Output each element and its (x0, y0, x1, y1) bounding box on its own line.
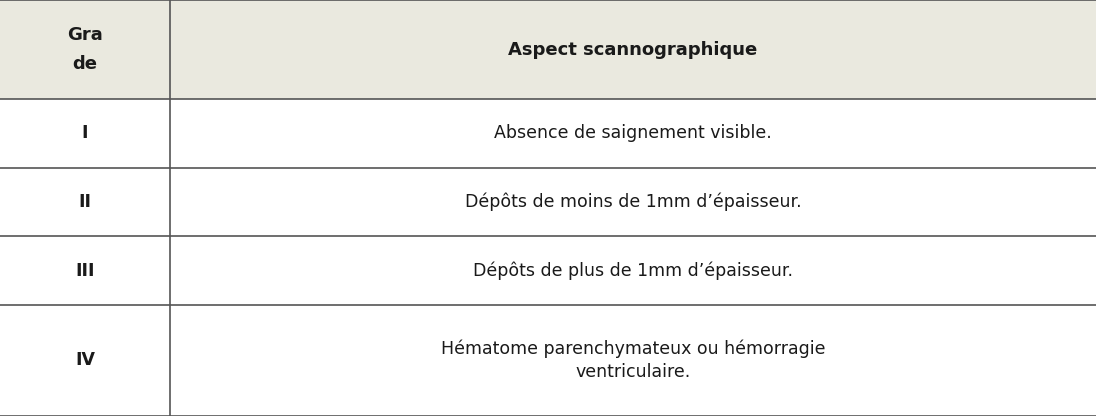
Text: Absence de saignement visible.: Absence de saignement visible. (494, 124, 772, 142)
Text: Aspect scannographique: Aspect scannographique (509, 40, 757, 59)
Text: Dépôts de moins de 1mm d’épaisseur.: Dépôts de moins de 1mm d’épaisseur. (465, 193, 801, 211)
Text: Hématome parenchymateux ou hémorragie: Hématome parenchymateux ou hémorragie (441, 340, 825, 358)
Bar (0, 305, 1096, 416)
Bar (0, 99, 1096, 168)
Text: II: II (79, 193, 91, 211)
Text: I: I (82, 124, 88, 142)
Bar (0, 0, 1096, 99)
Bar (0, 168, 1096, 236)
Text: IV: IV (75, 352, 95, 369)
Text: Dépôts de plus de 1mm d’épaisseur.: Dépôts de plus de 1mm d’épaisseur. (473, 261, 792, 280)
Text: III: III (76, 262, 94, 280)
Text: ventriculaire.: ventriculaire. (575, 363, 690, 381)
Bar (0, 236, 1096, 305)
Text: Gra
de: Gra de (67, 26, 103, 73)
